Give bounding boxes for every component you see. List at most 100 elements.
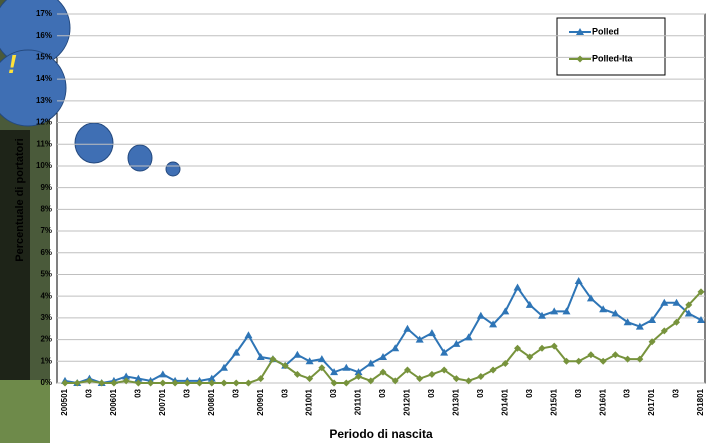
x-tick-label: 03	[574, 388, 583, 397]
point	[158, 370, 167, 378]
point	[110, 379, 118, 387]
y-tick-label: 5%	[40, 270, 52, 279]
point	[416, 375, 424, 383]
point	[550, 342, 558, 350]
point	[562, 357, 570, 365]
x-tick-label: 03	[85, 388, 94, 397]
point	[403, 324, 412, 332]
point	[440, 348, 449, 356]
point	[220, 379, 228, 387]
point	[648, 316, 657, 324]
point	[171, 379, 179, 387]
point	[440, 366, 448, 374]
point	[306, 375, 314, 383]
x-tick-label: 03	[476, 388, 485, 397]
x-tick-label: 03	[525, 388, 534, 397]
point	[575, 357, 583, 365]
point	[391, 377, 399, 385]
point	[330, 379, 338, 387]
point	[684, 309, 693, 317]
point	[244, 379, 252, 387]
point	[623, 318, 632, 326]
bubble	[127, 144, 153, 172]
y-tick-label: 10%	[36, 161, 52, 170]
point	[196, 379, 204, 387]
y-tick-label: 14%	[36, 74, 52, 83]
x-tick-label: 03	[182, 388, 191, 397]
point	[207, 374, 216, 382]
y-tick-label: 17%	[36, 9, 52, 18]
point	[576, 55, 584, 63]
legend-label: Polled	[592, 26, 619, 36]
x-axis-label: Periodo di nascita	[329, 427, 433, 441]
point	[367, 377, 375, 385]
point	[354, 368, 363, 376]
x-tick-label: 03	[672, 388, 681, 397]
point	[293, 350, 302, 358]
x-tick-label: 201301	[451, 388, 460, 415]
x-tick-label: 201701	[647, 388, 656, 415]
point	[477, 372, 485, 380]
point	[379, 352, 387, 360]
point	[624, 355, 632, 363]
point	[330, 368, 339, 376]
y-tick-label: 11%	[36, 139, 52, 148]
annotation: !	[8, 49, 17, 79]
point	[134, 379, 142, 387]
point	[635, 322, 644, 330]
x-tick-label: 200501	[60, 388, 69, 415]
point	[685, 301, 693, 309]
point	[342, 363, 351, 371]
point	[525, 300, 534, 308]
x-tick-label: 03	[427, 388, 436, 397]
x-tick-label: 03	[133, 388, 142, 397]
point	[147, 379, 155, 387]
point	[550, 307, 559, 315]
x-tick-label: 201101	[354, 388, 363, 415]
y-tick-label: 3%	[40, 313, 52, 322]
y-tick-label: 16%	[36, 31, 52, 40]
y-tick-label: 12%	[36, 118, 52, 127]
x-tick-label: 201501	[549, 388, 558, 415]
point	[73, 379, 81, 387]
point	[61, 379, 69, 387]
point	[232, 379, 240, 387]
point	[697, 288, 705, 296]
point	[428, 370, 436, 378]
point	[464, 333, 473, 341]
point	[599, 305, 608, 313]
point	[122, 377, 130, 385]
point	[427, 329, 436, 337]
legend	[556, 17, 666, 76]
point	[501, 359, 509, 367]
y-tick-label: 15%	[36, 53, 52, 62]
photo-grass	[0, 380, 50, 443]
point	[257, 375, 265, 383]
y-tick-label: 2%	[40, 335, 52, 344]
point	[220, 363, 228, 371]
point	[576, 28, 584, 35]
point	[415, 335, 424, 343]
point	[379, 368, 387, 376]
x-tick-label: 201001	[305, 388, 314, 415]
point	[673, 318, 681, 326]
point	[489, 320, 498, 328]
x-tick-label: 03	[231, 388, 240, 397]
point	[134, 374, 143, 382]
x-tick-label: 03	[329, 388, 338, 397]
point	[587, 351, 595, 359]
x-tick-label: 201801	[696, 388, 705, 415]
point	[208, 379, 216, 387]
x-tick-label: 200801	[207, 388, 216, 415]
point	[256, 352, 265, 360]
point	[562, 307, 571, 315]
y-tick-label: 9%	[40, 183, 52, 192]
x-tick-label: 200601	[109, 388, 118, 415]
point	[305, 357, 314, 365]
point	[98, 379, 106, 387]
y-tick-label: 6%	[40, 248, 52, 257]
point	[465, 377, 473, 385]
bubble	[74, 122, 114, 164]
point	[513, 283, 522, 291]
